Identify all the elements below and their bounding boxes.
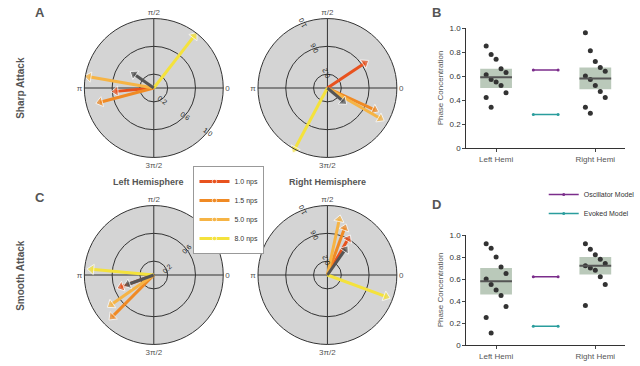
svg-text:Smooth Attack: Smooth Attack (15, 240, 26, 311)
svg-text:0: 0 (456, 341, 461, 350)
svg-text:0.8: 0.8 (450, 253, 462, 262)
svg-text:Left Hemisphere: Left Hemisphere (113, 177, 184, 187)
svg-text:π: π (77, 84, 83, 93)
svg-text:0.6: 0.6 (309, 42, 320, 54)
svg-text:C: C (35, 190, 45, 205)
svg-text:0.2: 0.2 (321, 67, 332, 79)
svg-text:1.0: 1.0 (450, 231, 462, 240)
svg-text:Right Hemi: Right Hemi (576, 352, 616, 361)
svg-text:0.4: 0.4 (450, 96, 462, 105)
svg-text:0.2: 0.2 (156, 94, 168, 105)
svg-text:Left Hemi: Left Hemi (479, 155, 513, 164)
svg-text:0.2: 0.2 (161, 263, 173, 275)
svg-text:A: A (35, 5, 45, 20)
svg-text:Phase Concentration: Phase Concentration (436, 51, 445, 126)
svg-text:0.6: 0.6 (450, 275, 462, 284)
svg-text:0.6: 0.6 (179, 110, 191, 121)
svg-text:0.8: 0.8 (450, 48, 462, 57)
svg-text:1.0: 1.0 (450, 24, 462, 33)
svg-text:π: π (250, 271, 256, 280)
svg-text:0: 0 (456, 144, 461, 153)
svg-text:0: 0 (399, 271, 404, 280)
svg-text:0: 0 (225, 84, 230, 93)
svg-text:B: B (432, 5, 441, 20)
svg-text:D: D (432, 197, 441, 212)
svg-text:1.0: 1.0 (297, 17, 308, 29)
svg-text:Oscillator Model: Oscillator Model (584, 191, 635, 198)
svg-text:1.0: 1.0 (202, 126, 214, 137)
svg-text:5.0 nps: 5.0 nps (234, 216, 257, 224)
svg-text:0.2: 0.2 (450, 319, 462, 328)
svg-text:8.0 nps: 8.0 nps (234, 235, 257, 243)
svg-text:0.6: 0.6 (181, 243, 193, 255)
svg-text:0: 0 (225, 271, 230, 280)
svg-text:π: π (250, 84, 256, 93)
svg-text:Evoked Model: Evoked Model (584, 210, 629, 217)
svg-text:1.0: 1.0 (297, 204, 308, 216)
svg-text:0.4: 0.4 (450, 297, 462, 306)
svg-text:0.2: 0.2 (450, 120, 462, 129)
svg-text:Right Hemi: Right Hemi (576, 155, 616, 164)
svg-text:1.0 nps: 1.0 nps (234, 178, 257, 186)
svg-text:π/2: π/2 (321, 8, 334, 17)
svg-text:3π/2: 3π/2 (319, 348, 336, 357)
svg-text:π/2: π/2 (148, 8, 161, 17)
svg-text:π: π (77, 271, 83, 280)
svg-text:3π/2: 3π/2 (319, 161, 336, 170)
svg-text:0.6: 0.6 (309, 229, 320, 241)
svg-text:1.5 nps: 1.5 nps (234, 197, 257, 205)
svg-text:3π/2: 3π/2 (145, 161, 162, 170)
svg-text:Right Hemisphere: Right Hemisphere (289, 177, 366, 187)
svg-text:π/2: π/2 (148, 195, 161, 204)
svg-text:0.6: 0.6 (450, 72, 462, 81)
svg-text:0.2: 0.2 (321, 254, 332, 266)
svg-text:3π/2: 3π/2 (145, 348, 162, 357)
svg-text:0: 0 (399, 84, 404, 93)
svg-text:π/2: π/2 (321, 195, 334, 204)
svg-text:Sharp Attack: Sharp Attack (15, 57, 26, 119)
svg-text:Left Hemi: Left Hemi (479, 352, 513, 361)
svg-text:Phase Concentration: Phase Concentration (436, 253, 445, 328)
